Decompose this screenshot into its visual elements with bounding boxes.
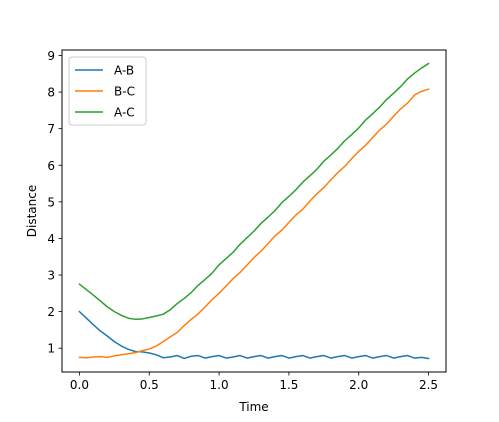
x-tick-label: 1.0: [210, 378, 229, 392]
axes-layer: [61, 49, 447, 373]
x-tick-label: 0.0: [70, 378, 89, 392]
y-tick-label: 1: [47, 342, 55, 356]
x-axis-label: Time: [238, 400, 268, 414]
y-tick-label: 4: [47, 232, 55, 246]
legend-label-a-c: A-C: [114, 106, 135, 120]
x-tick-label: 0.5: [140, 378, 159, 392]
y-axis-label: Distance: [25, 185, 39, 237]
x-tick-label: 2.0: [349, 378, 368, 392]
y-tick-label: 2: [47, 305, 55, 319]
series-line-a-c: [78, 62, 430, 321]
y-tick-label: 8: [47, 86, 55, 100]
series-layer: [78, 62, 430, 360]
legend-label-b-c: B-C: [114, 85, 135, 99]
x-tick-label: 2.5: [419, 378, 438, 392]
legend-label-a-b: A-B: [114, 64, 134, 78]
y-tick-label: 6: [47, 159, 55, 173]
y-tick-label: 7: [47, 122, 55, 136]
series-line-b-c: [78, 88, 430, 359]
legend: A-B B-C A-C: [68, 56, 147, 126]
y-tick-label: 9: [47, 49, 55, 63]
y-tick-label: 5: [47, 195, 55, 209]
plot-area-frame: [61, 49, 447, 373]
x-axis-ticks: 0.0 0.5 1.0 1.5 2.0 2.5: [70, 372, 438, 392]
legend-box: [68, 56, 147, 126]
y-axis-ticks: 1 2 3 4 5 6 7 8 9: [47, 49, 62, 356]
y-tick-label: 3: [47, 269, 55, 283]
x-tick-label: 1.5: [279, 378, 298, 392]
